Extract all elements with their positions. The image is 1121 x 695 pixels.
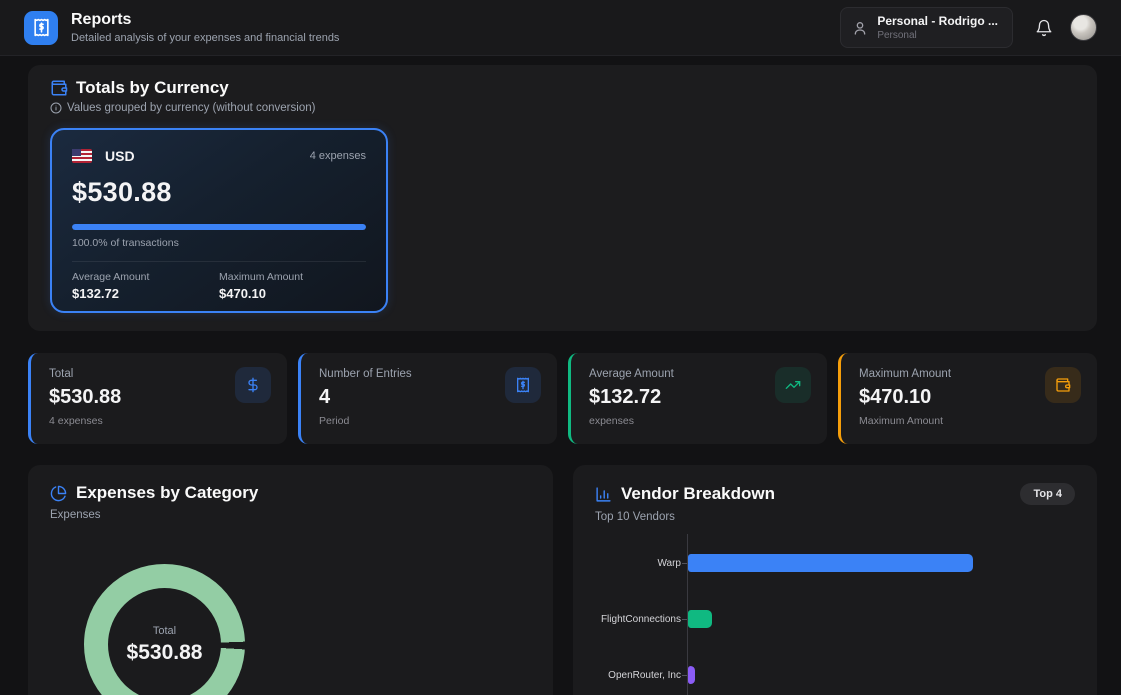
stat-sub: expenses (589, 415, 634, 427)
person-icon (852, 20, 868, 36)
charts-row: Expenses by Category Expenses Total $530… (28, 465, 1097, 695)
chart-title: Vendor Breakdown (621, 484, 775, 503)
wallet-icon (50, 79, 68, 97)
chart-title: Expenses by Category (76, 483, 259, 502)
app-logo (24, 10, 58, 45)
stat-sub: Period (319, 415, 350, 427)
workspace-name: Personal - Rodrigo ... (877, 14, 998, 28)
main-content: Totals by Currency Values grouped by cur… (0, 56, 1121, 695)
vendor-bar-row: Warp (573, 554, 1097, 572)
divider (72, 261, 366, 262)
average-amount-value: $132.72 (72, 286, 119, 301)
axis-tick (682, 675, 687, 676)
bar-chart-icon (595, 486, 612, 503)
vendor-label: FlightConnections (600, 613, 681, 625)
maximum-amount-value: $470.10 (219, 286, 266, 301)
stat-label: Maximum Amount (859, 368, 952, 380)
stat-card-entries[interactable]: Number of Entries 4 Period (298, 353, 557, 444)
us-flag-icon (72, 149, 92, 163)
vendor-bar[interactable] (688, 610, 713, 628)
vendor-bar[interactable] (688, 666, 695, 684)
stat-card-total[interactable]: Total $530.88 4 expenses (28, 353, 287, 444)
donut-center-label: Total (152, 624, 177, 637)
currency-code: USD (105, 148, 135, 164)
maximum-amount-label: Maximum Amount (219, 271, 304, 283)
section-title: Totals by Currency (76, 78, 229, 97)
vendor-label: OpenRouter, Inc (608, 669, 681, 681)
dollar-icon (235, 367, 271, 403)
vendor-bar[interactable] (688, 554, 973, 572)
receipt-dollar-icon (32, 18, 51, 37)
top-count-badge: Top 4 (1020, 483, 1075, 505)
page-title: Reports (71, 11, 132, 28)
currency-expense-count: 4 expenses (309, 150, 366, 162)
info-icon (50, 102, 62, 114)
stat-value: $470.10 (859, 386, 932, 408)
donut-center: Total $530.88 (108, 588, 221, 695)
chart-subtitle: Expenses (50, 509, 101, 521)
currency-card-usd[interactable]: USD 4 expenses $530.88 100.0% of transac… (50, 128, 388, 313)
pie-chart-icon (50, 485, 67, 502)
top-header: Reports Detailed analysis of your expens… (0, 0, 1121, 56)
notifications-button[interactable] (1035, 19, 1053, 37)
stat-sub: Maximum Amount (859, 415, 944, 427)
y-axis-line (687, 534, 688, 695)
donut-chart-services-segment[interactable]: Total $530.88 (84, 564, 245, 695)
stat-value: 4 (319, 386, 331, 408)
stat-sub: 4 expenses (49, 415, 103, 427)
user-avatar[interactable] (1070, 14, 1097, 41)
vendor-bar-row: FlightConnections (573, 610, 1097, 628)
currency-total: $530.88 (72, 177, 172, 207)
stat-card-maximum[interactable]: Maximum Amount $470.10 Maximum Amount (838, 353, 1097, 444)
average-amount-label: Average Amount (72, 271, 150, 283)
vendor-breakdown-card: Vendor Breakdown Top 4 Top 10 Vendors Wa… (573, 465, 1097, 695)
stats-row: Total $530.88 4 expenses Number of Entri… (28, 353, 1097, 444)
axis-tick (682, 563, 687, 564)
totals-by-currency-section: Totals by Currency Values grouped by cur… (28, 65, 1097, 331)
stat-label: Average Amount (589, 368, 674, 380)
donut-center-value: $530.88 (126, 640, 203, 664)
currency-progress-track (72, 224, 366, 230)
stat-value: $132.72 (589, 386, 662, 408)
axis-tick (682, 619, 687, 620)
wallet-icon (1045, 367, 1081, 403)
stat-label: Total (49, 368, 74, 380)
expenses-by-category-card: Expenses by Category Expenses Total $530… (28, 465, 553, 695)
currency-progress-fill (72, 224, 366, 230)
vendor-bar-row: OpenRouter, Inc (573, 666, 1097, 684)
bell-icon (1035, 19, 1053, 37)
receipt-icon (505, 367, 541, 403)
page-subtitle: Detailed analysis of your expenses and f… (71, 32, 340, 44)
section-subtitle: Values grouped by currency (without conv… (67, 102, 316, 114)
workspace-selector[interactable]: Personal - Rodrigo ... Personal (840, 7, 1013, 48)
stat-card-average[interactable]: Average Amount $132.72 expenses (568, 353, 827, 444)
stat-value: $530.88 (49, 386, 122, 408)
currency-share-label: 100.0% of transactions (72, 237, 179, 249)
trending-up-icon (775, 367, 811, 403)
vendor-label: Warp (657, 557, 681, 569)
workspace-sub: Personal (877, 30, 917, 41)
chart-subtitle: Top 10 Vendors (595, 511, 675, 523)
stat-label: Number of Entries (319, 368, 412, 380)
